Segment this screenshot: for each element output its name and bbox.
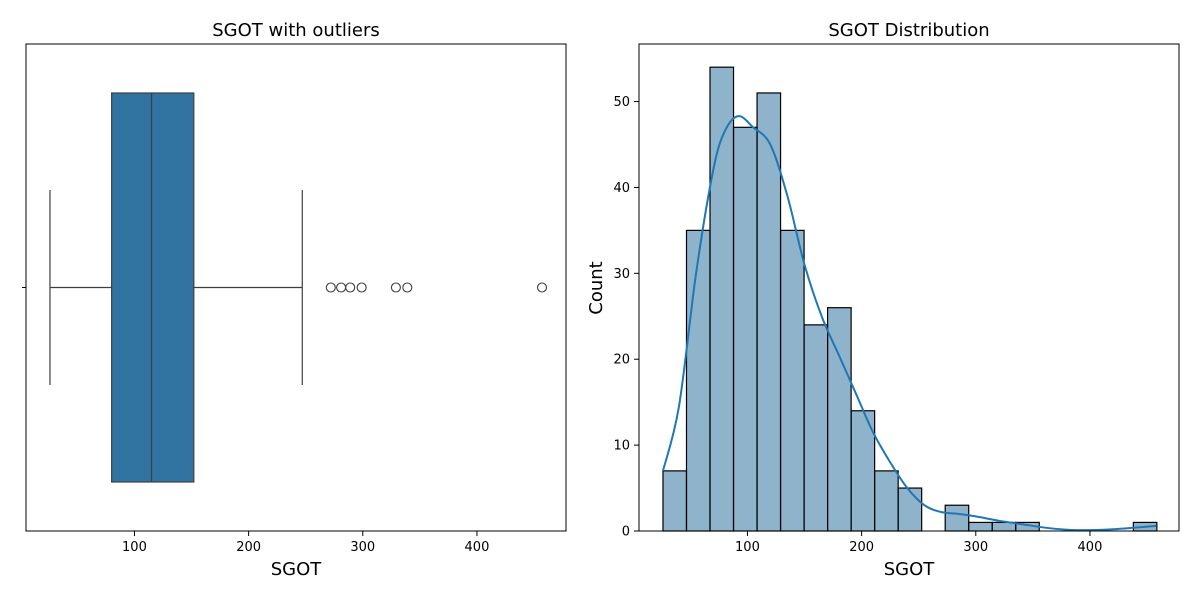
y-tick-label: 0	[622, 525, 630, 540]
x-tick-label: 100	[122, 540, 147, 555]
y-tick-label: 30	[613, 267, 630, 282]
outlier-point	[356, 282, 367, 293]
x-tick-label: 400	[465, 540, 490, 555]
boxplot-area	[22, 92, 548, 483]
histogram-x-ticks: 100 200 300 400	[735, 531, 1102, 555]
histogram-bar	[944, 504, 970, 532]
x-tick-label: 300	[350, 540, 375, 555]
histogram-bar	[662, 470, 688, 532]
x-tick-label: 200	[849, 540, 874, 555]
x-tick-label: 400	[1078, 540, 1103, 555]
histogram-bar	[685, 229, 711, 532]
x-tick-label: 300	[963, 540, 988, 555]
histogram-bar	[756, 92, 782, 532]
histogram-x-label: SGOT	[884, 559, 936, 580]
y-tick-label: 40	[613, 181, 630, 196]
x-tick-label: 200	[236, 540, 261, 555]
outlier-point	[345, 282, 356, 293]
histogram-bar	[779, 229, 805, 532]
histogram-y-label: Count	[586, 261, 607, 314]
y-tick-label: 50	[613, 95, 630, 110]
outlier-point	[536, 282, 548, 293]
outlier-point	[390, 282, 401, 293]
histogram-y-ticks: 0 10 20 30 40 50	[613, 95, 639, 540]
boxplot-panel: SGOT with outliers 100 200 300 400 SGOT	[22, 20, 567, 580]
histogram-area	[662, 66, 1158, 532]
boxplot-x-ticks: 100 200 300 400	[122, 531, 489, 555]
histogram-bar	[732, 126, 758, 532]
x-tick-label: 100	[735, 540, 760, 555]
y-tick-label: 10	[613, 439, 630, 454]
outlier-point	[336, 282, 347, 293]
histogram-bar	[827, 307, 852, 532]
histogram-title: SGOT Distribution	[828, 20, 989, 41]
y-tick-label: 20	[613, 353, 630, 368]
histogram-bar	[968, 521, 993, 532]
kde-line	[662, 115, 1157, 532]
histogram-bar	[803, 324, 829, 532]
boxplot-title: SGOT with outliers	[212, 20, 380, 41]
iqr-box	[111, 92, 195, 483]
outlier-point	[402, 282, 413, 293]
histogram-frame	[638, 43, 1180, 532]
boxplot-frame	[25, 43, 567, 532]
outlier-point	[325, 282, 336, 293]
boxplot-x-label: SGOT	[271, 559, 323, 580]
histogram-bar	[874, 470, 899, 532]
histogram-bar	[897, 487, 923, 532]
histogram-panel: SGOT Distribution 100 200 300 400 0 10 20 30 40…	[586, 20, 1180, 580]
